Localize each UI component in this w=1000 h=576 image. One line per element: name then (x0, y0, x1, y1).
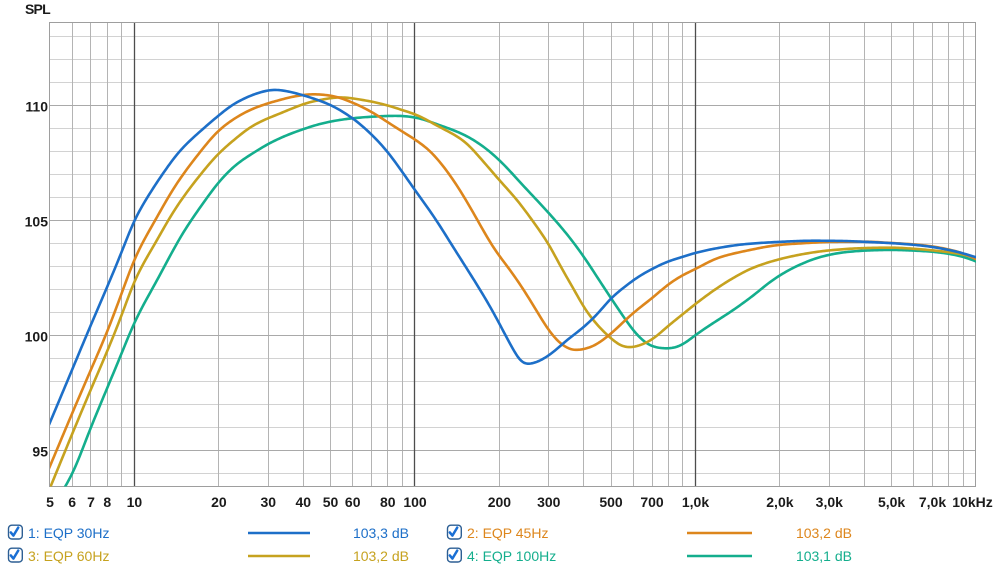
svg-text:6: 6 (68, 494, 76, 510)
svg-text:2: EQP 45Hz: 2: EQP 45Hz (467, 525, 548, 541)
svg-text:700: 700 (640, 494, 664, 510)
svg-text:103,2 dB: 103,2 dB (796, 525, 852, 541)
svg-text:7: 7 (87, 494, 95, 510)
svg-text:80: 80 (380, 494, 396, 510)
svg-text:3: EQP 60Hz: 3: EQP 60Hz (28, 548, 109, 564)
svg-text:40: 40 (296, 494, 312, 510)
svg-text:SPL: SPL (25, 1, 51, 17)
svg-text:60: 60 (345, 494, 361, 510)
svg-text:103,3 dB: 103,3 dB (353, 525, 409, 541)
svg-text:1: EQP 30Hz: 1: EQP 30Hz (28, 525, 109, 541)
svg-text:2,0k: 2,0k (766, 494, 793, 510)
svg-text:5,0k: 5,0k (878, 494, 905, 510)
svg-text:50: 50 (323, 494, 339, 510)
svg-text:100: 100 (25, 329, 49, 345)
svg-text:8: 8 (103, 494, 111, 510)
svg-text:500: 500 (599, 494, 623, 510)
svg-text:7,0k: 7,0k (919, 494, 946, 510)
svg-text:1,0k: 1,0k (682, 494, 709, 510)
svg-text:30: 30 (261, 494, 277, 510)
svg-text:10kHz: 10kHz (952, 494, 992, 510)
svg-text:20: 20 (211, 494, 227, 510)
svg-text:200: 200 (488, 494, 512, 510)
svg-text:100: 100 (403, 494, 427, 510)
svg-text:300: 300 (537, 494, 561, 510)
svg-text:95: 95 (32, 444, 48, 460)
svg-text:110: 110 (25, 99, 48, 115)
svg-text:4: EQP 100Hz: 4: EQP 100Hz (467, 548, 556, 564)
svg-text:3,0k: 3,0k (816, 494, 843, 510)
svg-text:105: 105 (25, 214, 49, 230)
svg-text:5: 5 (46, 494, 54, 510)
svg-text:103,2 dB: 103,2 dB (353, 548, 409, 564)
svg-text:103,1 dB: 103,1 dB (796, 548, 852, 564)
svg-text:10: 10 (127, 494, 143, 510)
